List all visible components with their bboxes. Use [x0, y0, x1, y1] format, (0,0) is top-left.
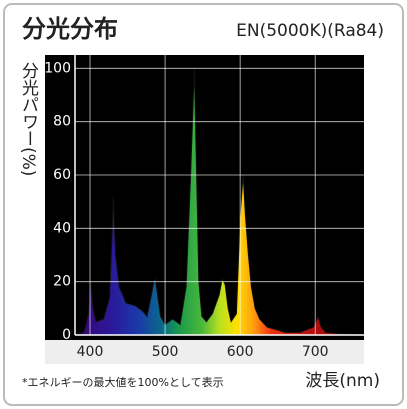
x-tick-label: 600 [227, 344, 254, 360]
y-tick-label: 20 [53, 274, 71, 290]
subtitle: EN(5000K)(Ra84) [236, 21, 384, 41]
y-tick-label: 80 [53, 114, 71, 130]
x-tick-label: 500 [152, 344, 179, 360]
y-tick-label: 40 [53, 220, 71, 236]
y-axis-label: 分光パワー(%) [18, 62, 39, 176]
y-tick-label: 0 [62, 327, 71, 343]
y-tick-label: 100 [44, 60, 71, 76]
title: 分光分布 [22, 15, 118, 43]
x-axis-label: 波長(nm) [305, 371, 380, 391]
x-axis-strip [45, 340, 364, 364]
y-tick-label: 60 [53, 167, 71, 183]
x-tick-label: 700 [302, 344, 329, 360]
plot-background [45, 55, 364, 342]
note: *エネルギーの最大値を100%として表示 [22, 375, 224, 389]
x-tick-label: 400 [77, 344, 104, 360]
plot: 0 20 40 60 80 100 400 500 600 700 [44, 55, 365, 360]
